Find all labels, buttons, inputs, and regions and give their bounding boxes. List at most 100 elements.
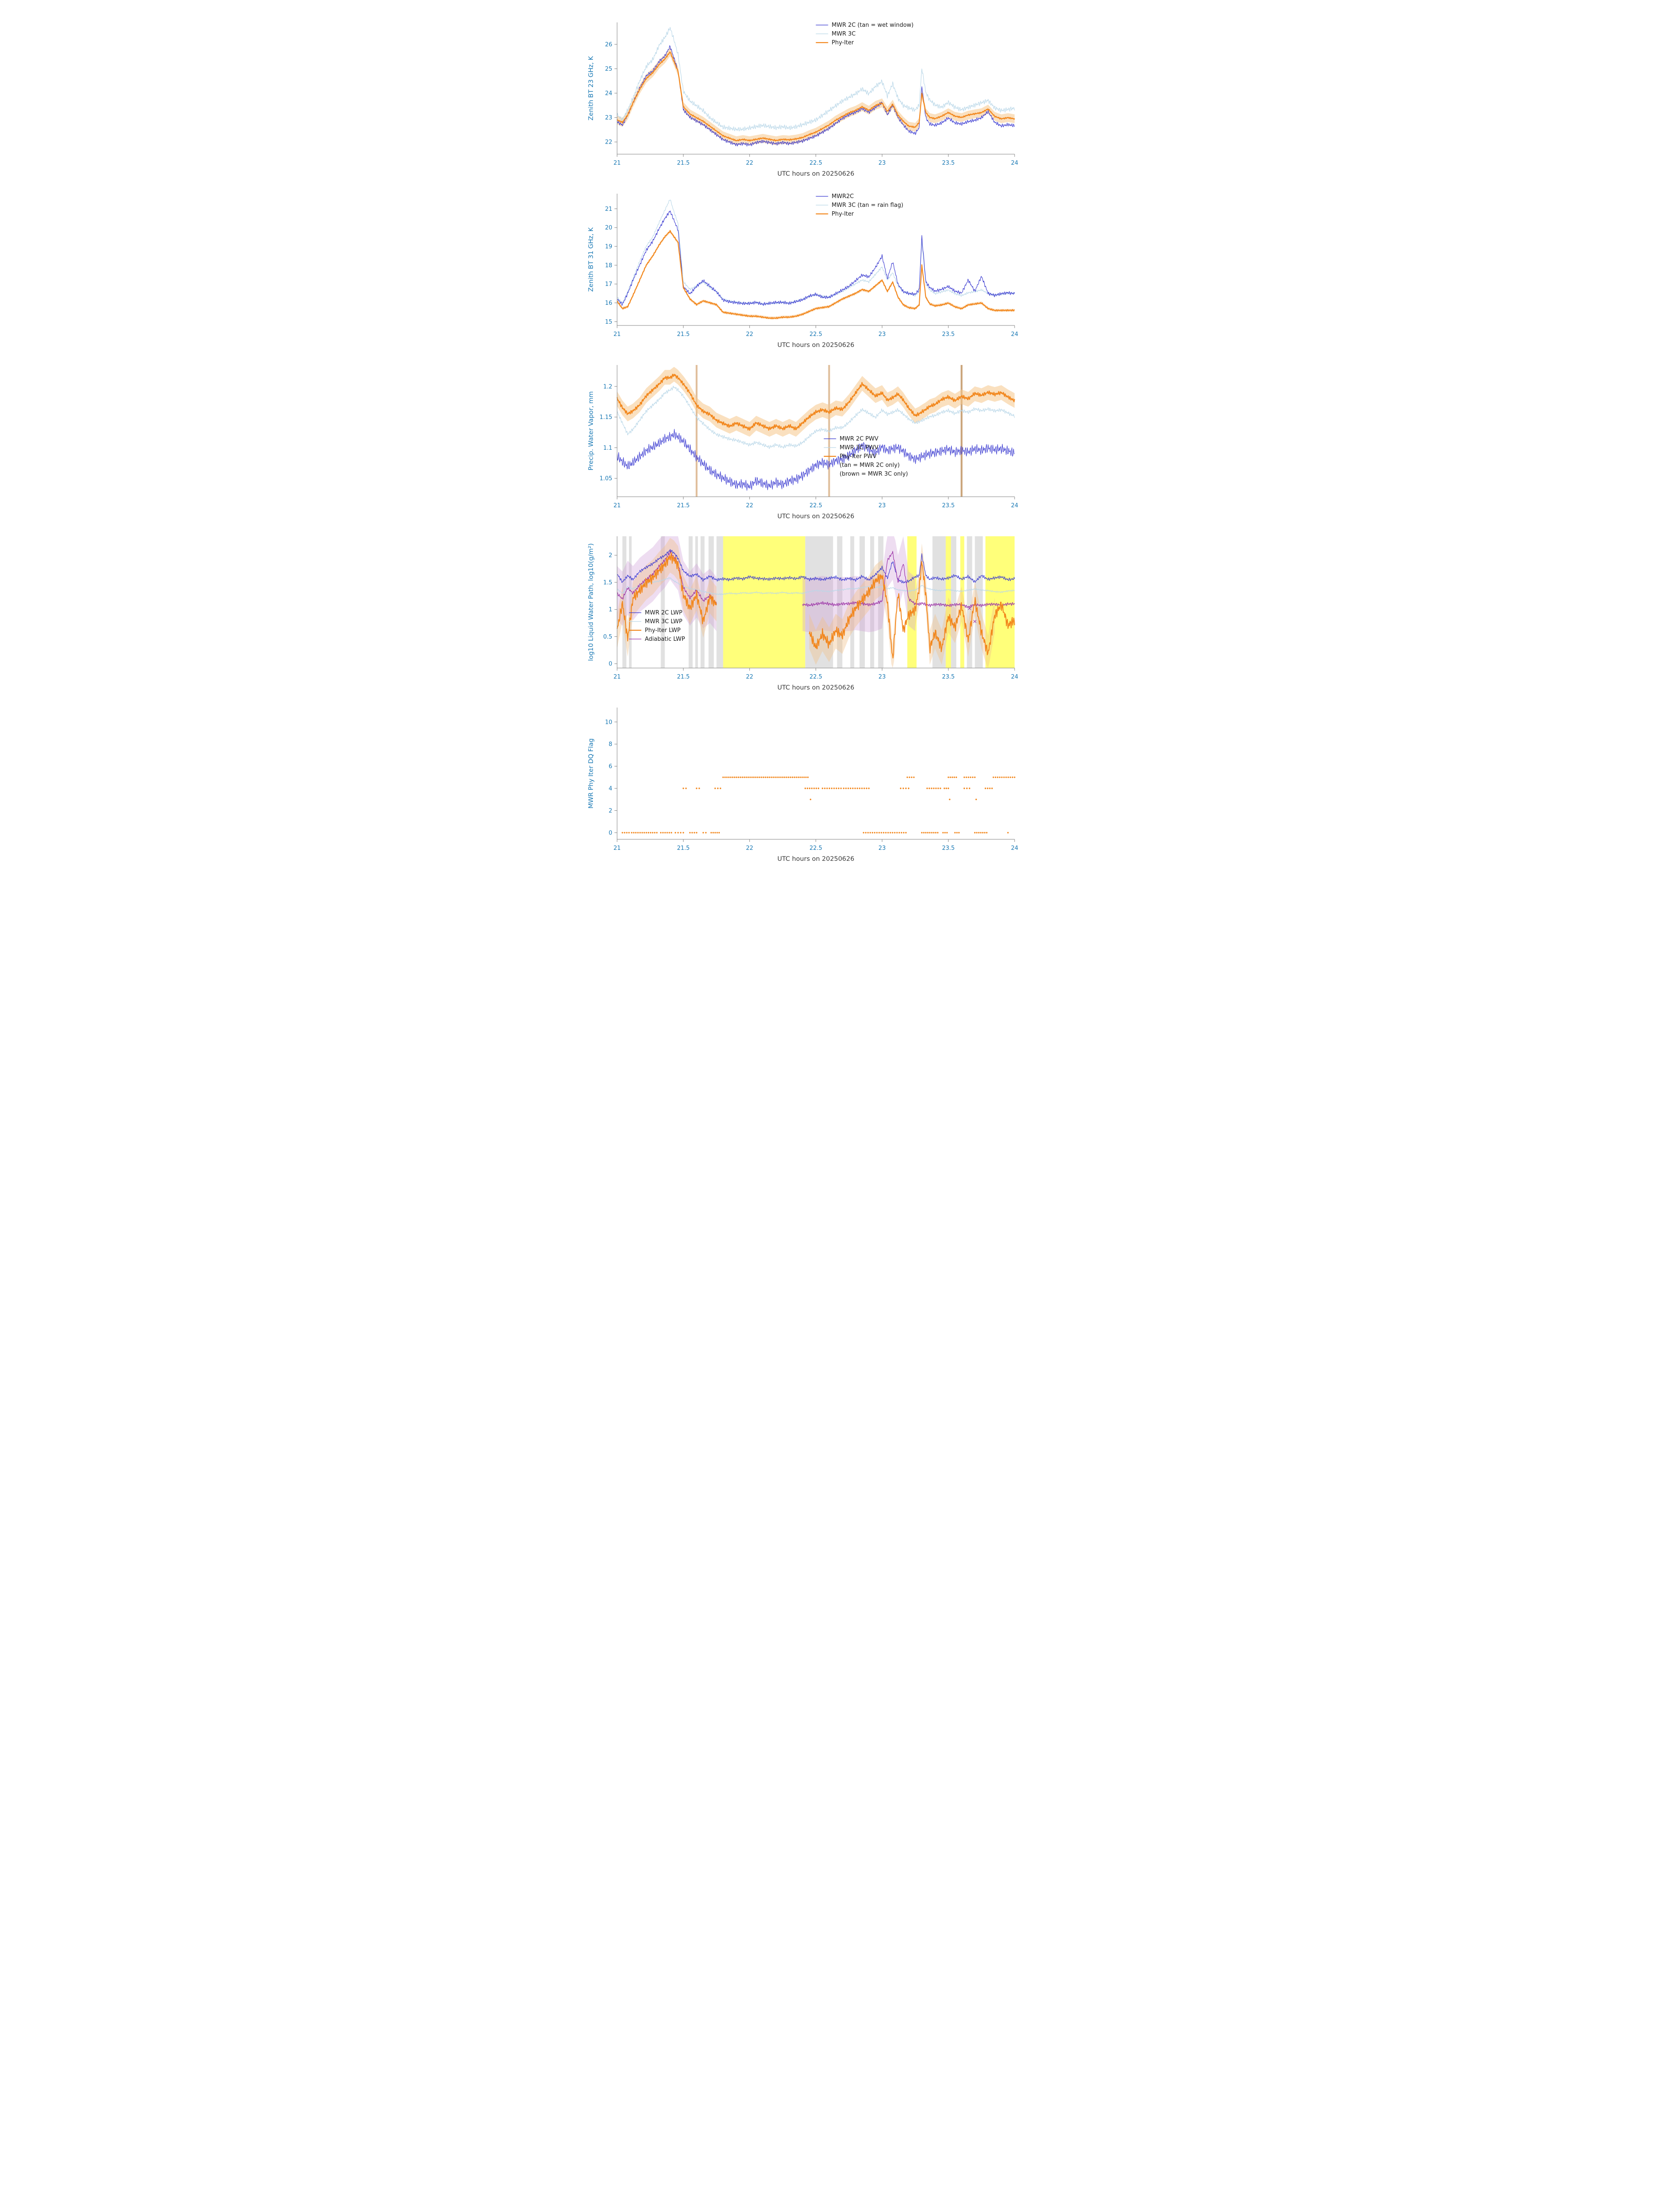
dq-flag-dot [978, 832, 980, 834]
y-tick-label: 1.05 [600, 476, 612, 482]
x-tick-label: 21.5 [677, 845, 690, 852]
mwr-2c-line [617, 549, 1015, 584]
dq-flag-dot [650, 832, 651, 834]
dq-flag-dot [871, 832, 874, 834]
dq-flag-dot [624, 832, 625, 834]
y-tick-label: 0 [609, 661, 612, 668]
phy-iter-line [809, 561, 1015, 659]
dq-flag-dot [986, 832, 988, 834]
dq-flag-dot [894, 832, 896, 834]
mwr-2c-line [617, 45, 1015, 147]
dq-flag-dot [813, 787, 815, 789]
y-tick-label: 26 [605, 42, 612, 48]
dq-flag-dot [737, 777, 740, 778]
dq-flag-dot [881, 832, 882, 834]
dq-flag-dot [944, 832, 946, 834]
adiabatic-line [617, 550, 717, 604]
panel-precip-water-vapor: 21 21.5 22 22.5 23 23.5 24 1.05 1.1 1.15 1.2 UTC ho… [588, 365, 1018, 520]
dq-flag-dot [863, 832, 864, 834]
dq-flag-dot [845, 787, 847, 789]
dq-flag-dot [861, 787, 863, 789]
y-tick-label: 18 [605, 262, 612, 269]
y-tick-label: 4 [609, 786, 612, 792]
dq-flag-dot [852, 787, 854, 789]
x-tick-label: 21.5 [677, 674, 690, 680]
dq-flag-dot [741, 777, 743, 778]
dq-flag-dot [724, 777, 726, 778]
dq-flag-dot [905, 787, 907, 789]
x-tick-label: 21 [614, 845, 621, 852]
dq-flag-dot [876, 832, 878, 834]
dq-flag-dot [951, 777, 953, 778]
y-tick-label: 16 [605, 300, 612, 307]
dq-flag-dot [887, 832, 889, 834]
dq-flag-dot [949, 798, 950, 800]
dq-flag-dot [749, 777, 751, 778]
dq-flag-dot [868, 787, 870, 789]
y-tick-label: 1.2 [603, 383, 612, 390]
dq-flag-dot [958, 832, 960, 834]
dq-flag-dot [689, 832, 691, 834]
dq-flag-dot [652, 832, 654, 834]
dq-flag-dot [968, 777, 969, 778]
dq-flag-dot [898, 832, 900, 834]
dq-flag-dot [761, 777, 762, 778]
dq-flag-dot [811, 787, 813, 789]
legend-label: MWR 3C LWP [645, 618, 683, 625]
x-tick-label: 21.5 [677, 160, 690, 166]
y-tick-label: 0.5 [603, 634, 612, 640]
dq-flag-dot [867, 832, 869, 834]
dq-flag-dot [943, 787, 945, 789]
dq-flag-dot [639, 832, 641, 834]
y-tick-label: 1.5 [603, 579, 612, 586]
dq-flag-dot [705, 832, 707, 834]
dq-flag-dot [626, 832, 628, 834]
dq-flag-dot [712, 832, 714, 834]
dq-flag-dot [776, 777, 778, 778]
legend-label: Phy-Iter [832, 211, 854, 217]
dq-flag-dot [637, 832, 639, 834]
x-tick-label: 24 [1011, 160, 1019, 166]
mwr-2c-line [617, 429, 1015, 491]
dq-flag-dot [765, 777, 766, 778]
dq-flag-dot [759, 777, 761, 778]
dq-flag-dot [1012, 777, 1013, 778]
y-tick-label: 23 [605, 115, 612, 121]
dq-flag-dot [984, 832, 986, 834]
dq-flag-dot [643, 832, 645, 834]
y-tick-label: 25 [605, 66, 612, 72]
dq-flag-dot [786, 777, 788, 778]
dq-flag-dot [805, 777, 807, 778]
dq-flag-dot [788, 777, 790, 778]
dq-flag-dot [866, 787, 867, 789]
dq-flag-dot [778, 777, 780, 778]
y-tick-label: 24 [605, 90, 612, 97]
dq-flag-dot [660, 832, 662, 834]
dq-flag-dot [982, 832, 984, 834]
legend-label: (tan = MWR 2C only) [840, 462, 900, 469]
dq-flag-dot [794, 777, 795, 778]
dq-flag-dot [694, 832, 695, 834]
dq-flag-dot [631, 832, 632, 834]
dq-flag-dot [878, 832, 880, 834]
y-tick-label: 1.15 [600, 414, 612, 421]
dq-flag-dot [994, 777, 997, 778]
dq-flag-dot [892, 832, 893, 834]
highlight-band-yellow [985, 536, 1015, 668]
dq-flag-dot [795, 777, 797, 778]
dq-flag-dot [698, 787, 700, 789]
y-tick-label: 22 [605, 139, 612, 146]
dq-flag-dot [1007, 832, 1009, 834]
dq-flag-dot [1001, 777, 1003, 778]
legend-label: MWR 3C (tan = rain flag) [832, 202, 903, 209]
legend: MWR 2C PWV MWR 3C PWV Phy-Iter PWV (tan = M… [824, 436, 908, 477]
x-tick-label: 24 [1011, 331, 1019, 338]
dq-flag-dot [641, 832, 643, 834]
dq-flag-dot [809, 787, 811, 789]
dq-flag-dot [931, 832, 933, 834]
x-tick-label: 22 [746, 160, 753, 166]
dq-flag-dot [966, 787, 968, 789]
dq-flag-dot [999, 777, 1001, 778]
dq-flag-dot [677, 832, 679, 834]
